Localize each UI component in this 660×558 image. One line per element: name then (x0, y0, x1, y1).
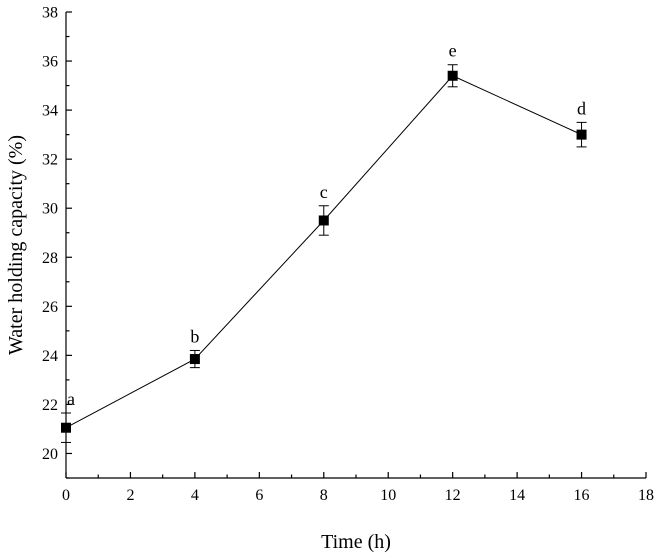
y-tick-label-26: 26 (42, 299, 58, 316)
y-tick-label-32: 32 (42, 152, 58, 169)
x-ticks: 0 2 4 6 8 10 12 14 16 18 (62, 472, 654, 504)
axes (65, 12, 646, 479)
data-point-0 (61, 422, 71, 433)
x-tick-label-12: 12 (445, 487, 461, 504)
x-axis-title: Time (h) (321, 531, 391, 553)
y-ticks: 20 22 24 26 28 30 32 34 36 38 (42, 5, 72, 479)
x-tick-label-2: 2 (126, 487, 134, 504)
point-label-b: b (190, 326, 199, 346)
x-tick-label-0: 0 (62, 487, 70, 504)
point-label-e: e (449, 41, 457, 61)
y-tick-label-20: 20 (42, 446, 58, 463)
x-tick-label-4: 4 (191, 487, 199, 504)
point-label-a: a (67, 389, 75, 409)
y-tick-label-34: 34 (42, 103, 58, 120)
x-tick-label-6: 6 (255, 487, 263, 504)
series-line-0 (65, 75, 582, 429)
data-point-12 (447, 70, 458, 81)
data-point-8 (318, 215, 329, 226)
y-tick-label-28: 28 (42, 250, 58, 267)
y-tick-label-30: 30 (42, 201, 58, 218)
y-axis-title: Water holding capacity (%) (5, 135, 27, 355)
x-tick-label-16: 16 (574, 487, 590, 504)
x-tick-label-10: 10 (380, 487, 396, 504)
point-label-d: d (577, 98, 586, 118)
y-tick-label-24: 24 (42, 348, 58, 365)
data-point-16 (576, 129, 587, 140)
y-tick-label-38: 38 (42, 5, 58, 22)
y-tick-label-36: 36 (42, 54, 58, 71)
point-label-c: c (320, 182, 328, 202)
x-tick-label-8: 8 (320, 487, 328, 504)
data-point-4 (189, 354, 200, 365)
plot-area: a b c e d (61, 41, 587, 443)
y-tick-label-22: 22 (42, 397, 58, 414)
x-tick-label-18: 18 (638, 487, 654, 504)
x-tick-label-14: 14 (509, 487, 525, 504)
